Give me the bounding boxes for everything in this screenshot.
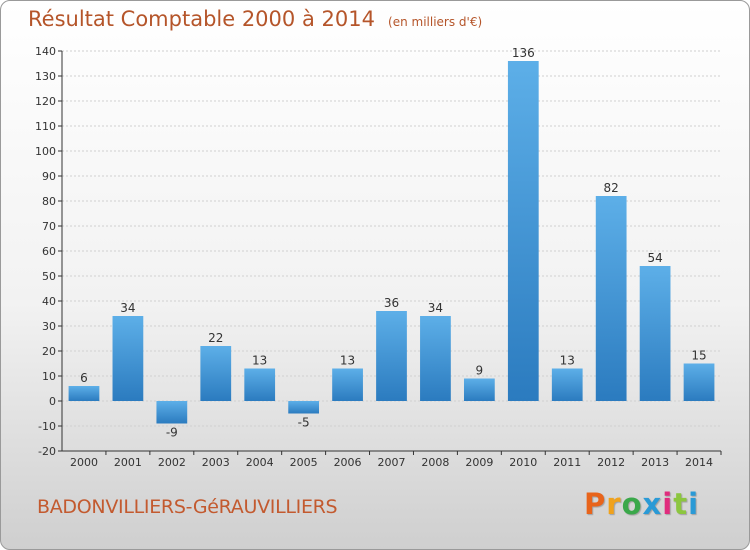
- y-tick-label: 120: [35, 95, 56, 108]
- bar-2007: [376, 311, 407, 401]
- bar-2013: [639, 266, 671, 401]
- data-label: 36: [384, 296, 399, 310]
- x-tick-label: 2009: [465, 456, 493, 469]
- place-name: BADONVILLIERS-GéRAUVILLIERS: [37, 496, 338, 518]
- y-tick-label: 20: [42, 345, 56, 358]
- logo-letter: o: [621, 487, 643, 521]
- y-tick-label: 30: [42, 320, 56, 333]
- logo-letter: x: [642, 487, 663, 521]
- bar-2014: [683, 363, 715, 401]
- x-tick-label: 2011: [553, 456, 581, 469]
- y-tick-label: 90: [42, 170, 56, 183]
- data-label: 22: [208, 331, 223, 345]
- y-tick-label: 110: [35, 120, 56, 133]
- bar-2003: [200, 346, 232, 401]
- bar-2009: [463, 378, 495, 401]
- data-label: -5: [298, 416, 310, 430]
- bar-2000: [68, 386, 100, 401]
- y-tick-label: -10: [38, 420, 56, 433]
- data-label: 15: [691, 349, 706, 363]
- data-label: 34: [428, 301, 443, 315]
- logo-letter: t: [673, 487, 689, 521]
- bar-2002: [156, 401, 188, 424]
- y-tick-label: 80: [42, 195, 56, 208]
- logo-letter: r: [606, 487, 622, 521]
- y-tick-label: 10: [42, 370, 56, 383]
- x-tick-label: 2014: [685, 456, 713, 469]
- x-tick-label: 2010: [509, 456, 537, 469]
- x-tick-label: 2008: [421, 456, 449, 469]
- y-tick-label: 60: [42, 245, 56, 258]
- data-label: 9: [476, 364, 484, 378]
- proxiti-logo[interactable]: Proxiti: [584, 487, 699, 521]
- y-tick-label: 50: [42, 270, 56, 283]
- y-tick-label: -20: [38, 445, 56, 458]
- y-tick-label: 0: [49, 395, 56, 408]
- bar-2001: [112, 316, 144, 401]
- bar-2011: [551, 368, 583, 401]
- x-tick-label: 2013: [641, 456, 669, 469]
- data-label: 13: [560, 354, 575, 368]
- chart-title: Résultat Comptable 2000 à 2014: [28, 7, 375, 31]
- bar-2012: [595, 196, 627, 401]
- data-label: 34: [120, 301, 135, 315]
- y-tick-label: 70: [42, 220, 56, 233]
- data-label: 6: [80, 371, 88, 385]
- x-tick-label: 2012: [597, 456, 625, 469]
- logo-letter: P: [584, 487, 607, 521]
- bar-2010: [507, 61, 539, 401]
- data-label: 54: [647, 251, 662, 265]
- data-label: 82: [604, 181, 619, 195]
- x-tick-label: 2006: [334, 456, 362, 469]
- logo-letter: i: [688, 487, 700, 521]
- y-tick-label: 100: [35, 145, 56, 158]
- data-label: 13: [252, 354, 267, 368]
- x-tick-label: 2005: [290, 456, 318, 469]
- bar-2005: [288, 401, 320, 414]
- logo-letter: i: [662, 487, 674, 521]
- chart-unit-label: (en milliers d'€): [388, 15, 483, 29]
- x-tick-label: 2003: [202, 456, 230, 469]
- x-tick-label: 2000: [70, 456, 98, 469]
- y-tick-label: 140: [35, 45, 56, 58]
- x-tick-label: 2001: [114, 456, 142, 469]
- data-label: -9: [166, 426, 178, 440]
- x-tick-label: 2007: [378, 456, 406, 469]
- x-tick-label: 2004: [246, 456, 274, 469]
- title-row: Résultat Comptable 2000 à 2014 (en milli…: [28, 7, 482, 31]
- y-tick-label: 40: [42, 295, 56, 308]
- data-label: 136: [512, 46, 535, 60]
- y-tick-label: 130: [35, 70, 56, 83]
- data-label: 13: [340, 354, 355, 368]
- x-tick-label: 2002: [158, 456, 186, 469]
- bar-2006: [332, 368, 363, 401]
- bar-2008: [420, 316, 451, 401]
- bar-2004: [244, 368, 276, 401]
